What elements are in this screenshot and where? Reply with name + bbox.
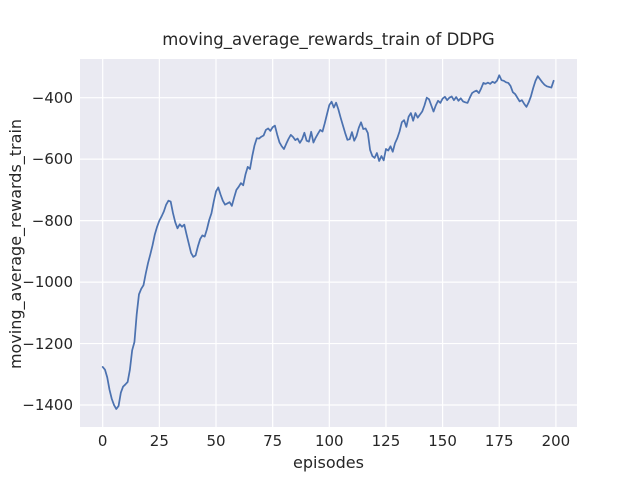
y-tick-label: −1200 bbox=[22, 334, 73, 353]
x-tick-label: 125 bbox=[371, 432, 401, 450]
line-series bbox=[101, 74, 555, 410]
axes-background bbox=[80, 59, 577, 427]
x-tick-label: 25 bbox=[149, 432, 169, 450]
x-tick-label: 150 bbox=[428, 432, 457, 450]
x-tick-label: 200 bbox=[541, 432, 571, 450]
x-tick-label: 175 bbox=[484, 432, 514, 450]
y-tick-label: −1000 bbox=[22, 273, 73, 292]
x-tick-label: 0 bbox=[97, 432, 108, 450]
y-tick-label: −800 bbox=[31, 211, 73, 230]
x-axis-label: episodes bbox=[293, 453, 364, 472]
y-axis-label: moving_average_rewards_train bbox=[6, 118, 25, 370]
chart-title: moving_average_rewards_train of DDPG bbox=[162, 30, 495, 49]
y-tick-label: −1400 bbox=[22, 396, 73, 415]
plot-area bbox=[80, 59, 577, 427]
y-tick-label: −600 bbox=[31, 150, 73, 169]
x-tick-label: 75 bbox=[263, 432, 283, 450]
x-tick-label: 100 bbox=[314, 432, 344, 450]
y-tick-label: −400 bbox=[31, 88, 73, 107]
x-tick-label: 50 bbox=[206, 432, 226, 450]
